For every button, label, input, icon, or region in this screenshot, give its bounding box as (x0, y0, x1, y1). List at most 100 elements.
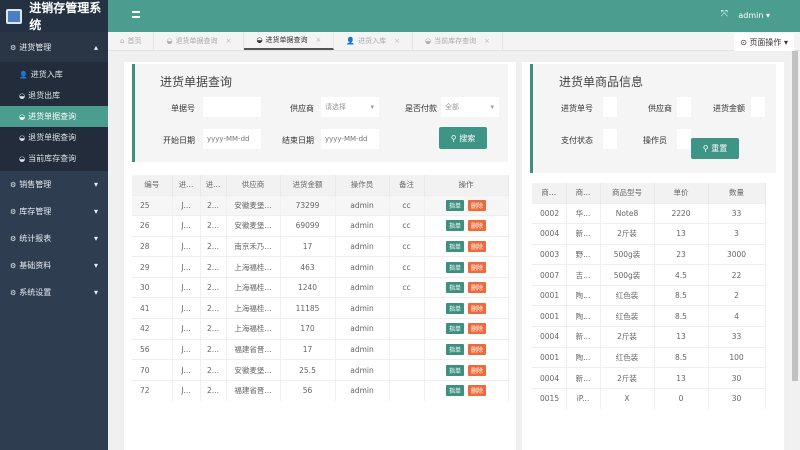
table-cell: 72 (132, 379, 173, 401)
tab-4[interactable]: ◒ 当前库存查询 × (413, 32, 503, 50)
table-cell: admin (335, 297, 390, 319)
tab-3[interactable]: 👤 进货入库 × (334, 32, 414, 50)
start-date-input[interactable] (203, 129, 261, 149)
amount-input[interactable] (751, 97, 765, 117)
sidebar-submenu: 👤 进货入库 ◒ 退货出库 ◒ 进货单据查询 ◒ 退货单据查询 ◒ 当前库存查询 (0, 62, 108, 171)
table-row[interactable]: 0004 新... 2斤装 13 3 (532, 223, 766, 245)
detail-button[interactable]: 指单 (445, 220, 464, 232)
delete-button[interactable]: 删除 (468, 261, 487, 273)
table-row[interactable]: 25 J... 2... 安徽麦堡... 73299 admin cc 指单 删除 (132, 194, 509, 216)
column-header[interactable]: 单价 (654, 183, 709, 203)
supplier-select[interactable]: 请选择 ▾ (321, 97, 379, 117)
sidebar-group-5[interactable]: ⚙ 系统设置 ▾ (0, 279, 108, 306)
column-header[interactable]: 备注 (389, 175, 425, 195)
column-header[interactable]: 供应商 (226, 175, 281, 195)
tab-2[interactable]: ◒ 进货单据查询 × (244, 32, 335, 50)
column-header[interactable]: 进货金额 (280, 175, 336, 195)
reset-button[interactable]: ⚲ 重置 (691, 138, 739, 159)
paid-select[interactable]: 全部 ▾ (441, 97, 499, 117)
column-header[interactable]: 操作 (424, 175, 509, 195)
sidebar-group-1[interactable]: ⚙ 销售管理 ▾ (0, 171, 108, 198)
table-row[interactable]: 29 J... 2... 上海福桂... 463 admin cc 指单 删除 (132, 256, 509, 278)
delete-button[interactable]: 删除 (468, 282, 487, 294)
detail-button[interactable]: 指单 (445, 323, 464, 335)
table-row[interactable]: 72 J... 2... 福建省晋... 56 admin 指单 删除 (132, 379, 509, 401)
sidebar-group-label: ⚙ 库存管理 (10, 206, 51, 217)
detail-button[interactable]: 指单 (445, 302, 464, 314)
table-row[interactable]: 0007 吉... 500g装 4.5 22 (532, 264, 766, 286)
column-header[interactable]: 商... (566, 183, 601, 203)
delete-button[interactable]: 删除 (468, 364, 487, 376)
table-row[interactable]: 0001 陶... 红色装 8.5 100 (532, 346, 766, 368)
table-row[interactable]: 70 J... 2... 安徽麦堡... 25.5 admin 指单 删除 (132, 359, 509, 381)
table-cell: 福建省晋... (226, 338, 281, 360)
order-no-input[interactable] (603, 97, 617, 117)
user-menu[interactable]: admin ▾ (738, 11, 770, 20)
tab-1[interactable]: ◒ 退货单据查询 × (154, 32, 245, 50)
table-row[interactable]: 0003 野... 500g装 23 3000 (532, 243, 766, 265)
search-button[interactable]: ⚲ 搜索 (439, 127, 487, 149)
column-header[interactable]: 进... (200, 175, 227, 195)
delete-button[interactable]: 删除 (468, 302, 487, 314)
pay-status-input[interactable] (603, 129, 617, 149)
close-icon[interactable]: × (315, 36, 322, 44)
search-icon: ⚲ (702, 144, 712, 153)
page-operations-button[interactable]: ⊙ 页面操作 ▾ (734, 33, 794, 51)
column-header[interactable]: 商... (532, 183, 567, 203)
sidebar-group-2[interactable]: ⚙ 库存管理 ▾ (0, 198, 108, 225)
detail-button[interactable]: 指单 (445, 385, 464, 397)
sidebar-item[interactable]: ◒ 退货单据查询 (0, 127, 108, 148)
menu-toggle-icon[interactable] (132, 11, 140, 18)
column-header[interactable]: 进... (172, 175, 201, 195)
delete-button[interactable]: 删除 (468, 199, 487, 211)
sidebar-item[interactable]: ◒ 当前库存查询 (0, 148, 108, 169)
table-row[interactable]: 0004 新... 2斤装 13 30 (532, 367, 766, 389)
table-row[interactable]: 0001 陶... 红色装 8.5 2 (532, 284, 766, 306)
delete-button[interactable]: 删除 (468, 240, 487, 252)
page-scrollbar[interactable] (790, 51, 800, 450)
detail-button[interactable]: 指单 (445, 240, 464, 252)
table-row[interactable]: 30 J... 2... 上海福桂... 1240 admin cc 指单 删除 (132, 276, 509, 298)
table-cell: cc (389, 256, 425, 278)
sidebar-item[interactable]: 👤 进货入库 (0, 64, 108, 85)
table-row[interactable]: 0002 华... Note8 2220 33 (532, 202, 766, 224)
operator-input[interactable] (677, 129, 691, 149)
table-row[interactable]: 0004 新... 2斤装 13 33 (532, 326, 766, 348)
table-row[interactable]: 0015 iP... X 0 30 (532, 387, 766, 409)
end-date-input[interactable] (321, 129, 379, 149)
sidebar-group-0[interactable]: ⚙ 进货管理 ▴ (0, 32, 108, 62)
column-header[interactable]: 操作员 (335, 175, 390, 195)
table-row[interactable]: 28 J... 2... 南京禾乃... 17 admin cc 指单 删除 (132, 235, 509, 257)
sidebar-item[interactable]: ◒ 进货单据查询 (0, 106, 108, 127)
sidebar-group-4[interactable]: ⚙ 基础资料 ▾ (0, 252, 108, 279)
fullscreen-icon[interactable]: ⤧ (720, 9, 728, 19)
detail-button[interactable]: 指单 (445, 199, 464, 211)
delete-button[interactable]: 删除 (468, 323, 487, 335)
delete-button[interactable]: 删除 (468, 385, 487, 397)
sidebar-group-label: ⚙ 基础资料 (10, 260, 51, 271)
sidebar-group-3[interactable]: ⚙ 统计报表 ▾ (0, 225, 108, 252)
column-header[interactable]: 编号 (132, 175, 173, 195)
close-icon[interactable]: × (394, 37, 401, 45)
supplier-input[interactable] (677, 97, 691, 117)
table-row[interactable]: 26 J... 2... 安徽麦堡... 69099 admin cc 指单 删除 (132, 215, 509, 237)
column-header[interactable]: 数量 (708, 183, 766, 203)
table-row[interactable]: 41 J... 2... 上海福桂... 11185 admin 指单 删除 (132, 297, 509, 319)
delete-button[interactable]: 删除 (468, 220, 487, 232)
column-header[interactable]: 商品型号 (600, 183, 655, 203)
detail-button[interactable]: 指单 (445, 364, 464, 376)
doc-no-input[interactable] (203, 97, 261, 117)
detail-button[interactable]: 指单 (445, 282, 464, 294)
sidebar-item[interactable]: ◒ 退货出库 (0, 85, 108, 106)
table-row[interactable]: 0001 陶... 红色装 8.5 4 (532, 305, 766, 327)
close-icon[interactable]: × (484, 37, 490, 45)
cogs-icon: ⚙ (10, 235, 17, 243)
delete-button[interactable]: 删除 (468, 343, 487, 355)
scrollbar-thumb[interactable] (792, 51, 798, 381)
table-row[interactable]: 56 J... 2... 福建省晋... 17 admin 指单 删除 (132, 338, 509, 360)
detail-button[interactable]: 指单 (445, 343, 464, 355)
tab-0[interactable]: ⌂ 首页 (108, 32, 155, 50)
detail-button[interactable]: 指单 (445, 261, 464, 273)
table-row[interactable]: 42 J... 2... 上海福桂... 170 admin 指单 删除 (132, 318, 509, 340)
close-icon[interactable]: × (225, 37, 232, 45)
